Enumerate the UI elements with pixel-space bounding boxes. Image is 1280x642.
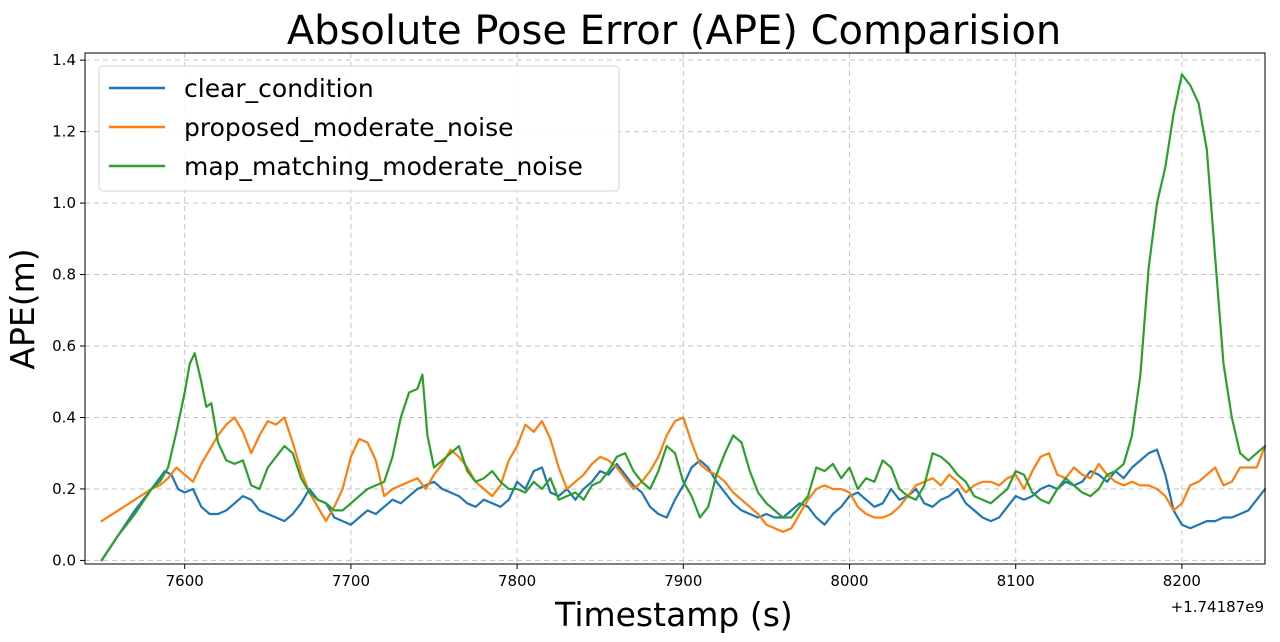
x-tick-label: 7700 — [332, 572, 370, 590]
x-tick-label: 8000 — [830, 572, 868, 590]
y-tick-label: 0.8 — [52, 266, 76, 284]
series-line-map-matching-moderate-noise — [100, 73, 1267, 562]
x-axis-label: Timestamp (s) — [554, 595, 793, 634]
y-tick-label: 0.2 — [52, 480, 76, 498]
x-axis: 7600 7700 7800 7900 8000 8100 8200 — [166, 564, 1201, 590]
y-tick-label: 1.0 — [52, 194, 76, 212]
legend-label: proposed_moderate_noise — [184, 113, 514, 142]
y-tick-label: 1.4 — [52, 51, 76, 69]
x-tick-label: 7600 — [166, 572, 204, 590]
x-tick-label: 7900 — [664, 572, 702, 590]
x-axis-offset-label: +1.74187e9 — [1171, 598, 1264, 616]
series-layer — [100, 73, 1267, 562]
chart-title: Absolute Pose Error (APE) Comparision — [287, 8, 1061, 54]
y-tick-label: 0.6 — [52, 337, 76, 355]
legend-label: clear_condition — [184, 74, 374, 103]
grid — [85, 53, 1265, 564]
legend: clear_condition proposed_moderate_noisema… — [98, 65, 620, 192]
legend-box — [98, 65, 620, 192]
y-axis-label: APE(m) — [3, 248, 42, 369]
y-tick-label: 0.0 — [52, 551, 76, 569]
y-tick-label: 0.4 — [52, 408, 76, 426]
y-axis: 0.0 0.2 0.4 0.6 0.8 1.0 1.2 1.4 — [52, 51, 85, 569]
x-tick-label: 7800 — [498, 572, 536, 590]
x-tick-label: 8200 — [1163, 572, 1201, 590]
series-line-proposed-moderate-noise — [100, 416, 1267, 533]
x-tick-label: 8100 — [997, 572, 1035, 590]
axes-frame — [84, 52, 1266, 565]
legend-label: map_matching_moderate_noise — [184, 152, 583, 181]
y-tick-label: 1.2 — [52, 123, 76, 141]
